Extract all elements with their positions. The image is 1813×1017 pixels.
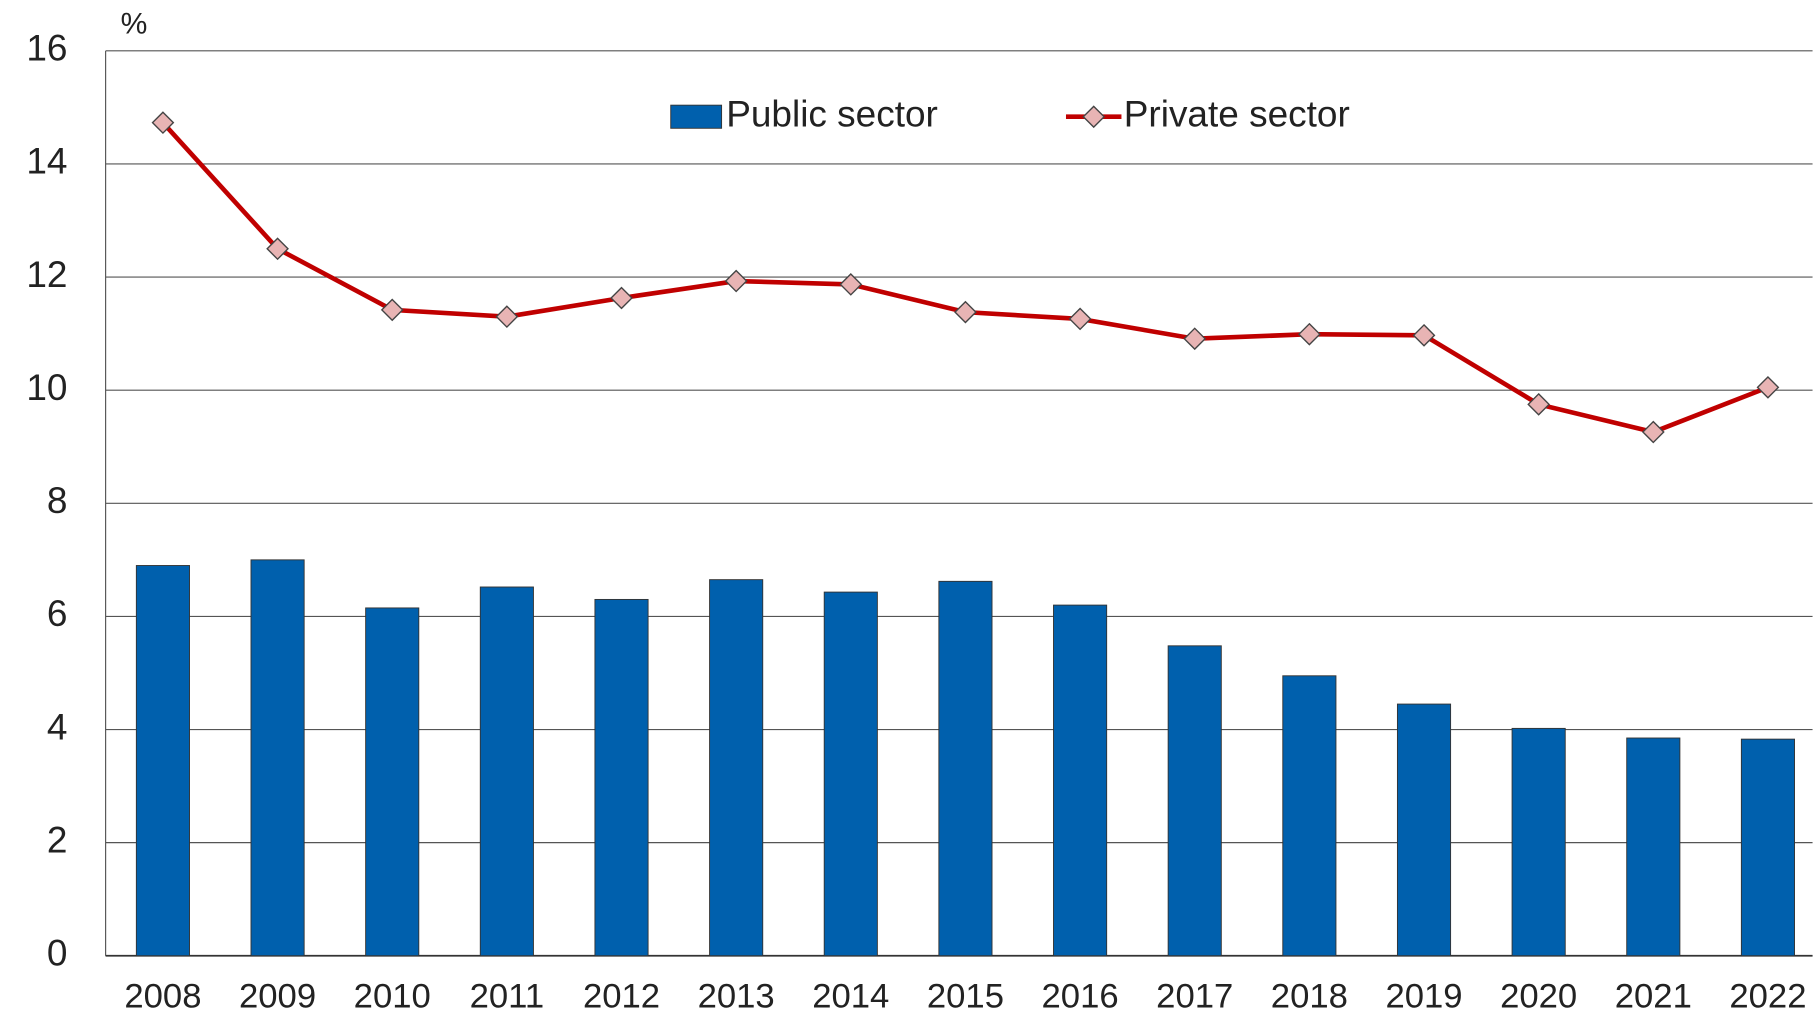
y-tick-label: 12	[26, 254, 67, 295]
bar	[1167, 645, 1222, 957]
bar	[709, 579, 764, 957]
x-tick-label: 2014	[812, 978, 889, 1016]
x-tick-label: 2012	[583, 978, 660, 1016]
marker	[1068, 307, 1092, 331]
x-tick-label: 2013	[698, 978, 775, 1016]
x-tick-label: 2015	[927, 978, 1004, 1016]
y-tick-label: 6	[47, 593, 68, 634]
bar	[365, 607, 420, 957]
marker	[495, 305, 519, 329]
x-tick-label: 2019	[1385, 978, 1462, 1016]
bar	[1626, 737, 1681, 957]
bar	[479, 586, 534, 957]
x-tick-label: 2022	[1729, 978, 1806, 1016]
marker	[1756, 375, 1780, 399]
bar	[1053, 604, 1108, 957]
x-tick-label: 2008	[124, 978, 201, 1016]
x-tick-label: 2021	[1615, 978, 1692, 1016]
marker	[380, 298, 404, 322]
x-tick-label: 2017	[1156, 978, 1233, 1016]
bar	[1282, 675, 1337, 957]
x-tick-label: 2010	[354, 978, 431, 1016]
y-tick-label: 14	[26, 141, 67, 182]
bar	[1396, 703, 1452, 957]
marker	[610, 286, 633, 310]
marker	[1527, 392, 1551, 416]
bar	[823, 591, 878, 957]
legend-swatch	[670, 104, 723, 129]
marker	[151, 111, 175, 135]
y-tick-label: 4	[47, 706, 68, 747]
legend-label: Public sector	[726, 93, 938, 134]
marker	[839, 273, 863, 296]
y-tick-label: 8	[47, 480, 68, 521]
x-tick-label: 2020	[1500, 978, 1577, 1016]
bar	[250, 559, 305, 957]
x-tick-label: 2018	[1271, 978, 1348, 1016]
x-tick-label: 2009	[239, 978, 316, 1016]
bar	[1511, 727, 1566, 957]
marker	[266, 237, 289, 261]
legend-marker	[1082, 105, 1106, 129]
y-tick-label: 0	[47, 933, 68, 974]
y-axis-label: %	[121, 7, 148, 40]
x-tick-label: 2011	[470, 978, 545, 1016]
legend-label: Private sector	[1124, 93, 1350, 134]
marker	[1412, 323, 1436, 347]
marker	[1641, 420, 1665, 444]
y-tick-label: 10	[26, 367, 67, 408]
bar	[135, 565, 190, 957]
marker	[954, 300, 977, 324]
marker	[724, 269, 748, 293]
bar	[594, 598, 649, 957]
bar	[938, 580, 993, 957]
y-tick-label: 2	[47, 819, 68, 860]
marker	[1183, 327, 1207, 351]
x-tick-label: 2016	[1042, 978, 1119, 1016]
bar	[1740, 738, 1795, 957]
marker	[1297, 322, 1321, 346]
y-tick-label: 16	[26, 28, 67, 69]
